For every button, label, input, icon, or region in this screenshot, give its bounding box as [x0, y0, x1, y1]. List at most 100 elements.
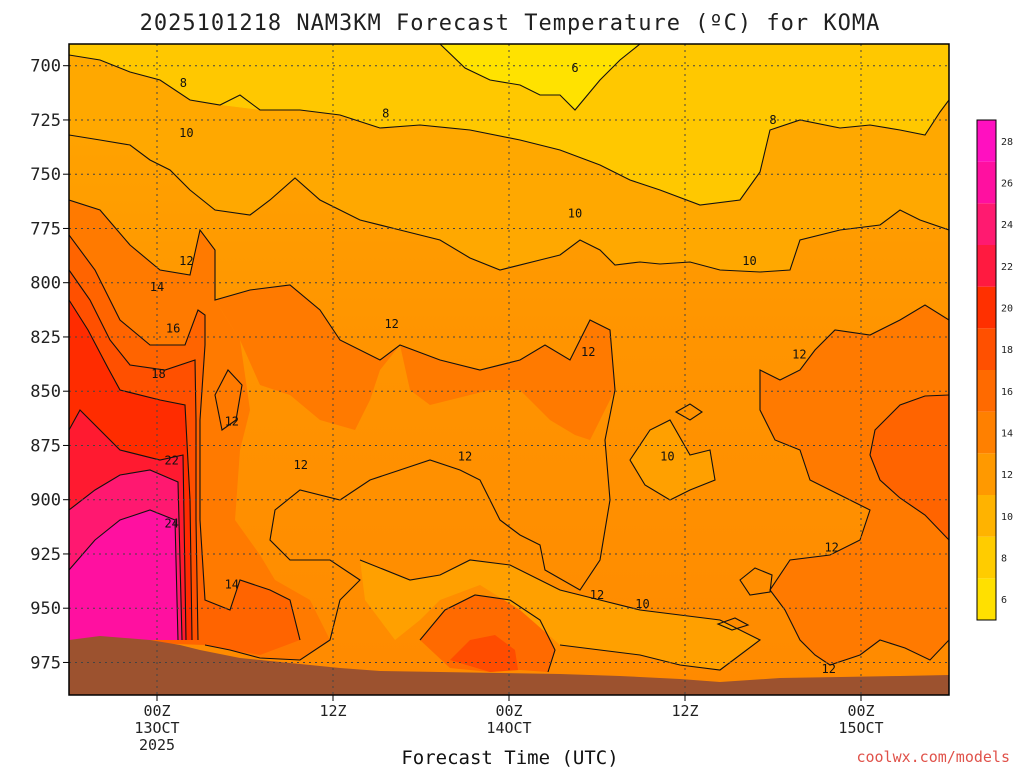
- x-tick-label-3-0: 12Z: [671, 702, 698, 720]
- colorbar-label-6: 6: [1001, 595, 1007, 606]
- y-tick-label-975: 975: [30, 653, 61, 673]
- x-tick-label-1-0: 12Z: [319, 702, 346, 720]
- band-12-to-14-region: [215, 285, 400, 430]
- isotherm-20: [69, 409, 187, 641]
- band-lt-6-region: [440, 44, 640, 110]
- colorbar-segment-24: [977, 203, 996, 245]
- isotherm-14-lower: [419, 594, 556, 673]
- isotherm-label-22: 10: [660, 449, 674, 463]
- isotherm-16: [69, 269, 199, 641]
- colorbar-segment-8: [977, 536, 996, 579]
- x-tick-label-4-0: 00Z: [847, 702, 874, 720]
- colorbar-segment-12: [977, 453, 996, 495]
- colorbar-label-28: 28: [1001, 137, 1013, 148]
- colorbar-segment-28: [977, 120, 996, 162]
- isotherm-label-0: 8: [180, 76, 187, 90]
- isotherm-label-1: 6: [571, 61, 578, 75]
- y-tick-label-900: 900: [30, 491, 61, 511]
- time-gridlines: [156, 44, 862, 695]
- isotherm-8: [69, 54, 949, 206]
- isotherm-label-21: 12: [822, 662, 836, 676]
- isotherm-label-17: 12: [294, 458, 308, 472]
- colorbar-label-14: 14: [1001, 429, 1013, 440]
- band-12-to-14-region-right: [760, 305, 949, 665]
- isotherm-24: [69, 509, 179, 641]
- colorbar-label-22: 22: [1001, 262, 1013, 273]
- isotherm-label-6: 10: [742, 254, 756, 268]
- colorbar: 6 8 10 12 14 16 18 20 22 24 26 28: [976, 119, 1013, 621]
- isotherm-12: [69, 199, 616, 661]
- isotherm-label-16: 12: [792, 347, 806, 361]
- isotherm-label-18: 12: [458, 449, 472, 463]
- colorbar-segment-22: [977, 245, 996, 287]
- chart-title: 2025101218 NAM3KM Forecast Temperature (…: [140, 11, 881, 36]
- y-tick-label-800: 800: [30, 274, 61, 294]
- isotherm-14-left: [69, 234, 301, 641]
- isotherm-label-24: 14: [225, 577, 239, 591]
- isotherm-12-right: [759, 304, 949, 666]
- isotherm-label-19: 12: [590, 588, 604, 602]
- band-12-to-14-region-center: [400, 320, 615, 440]
- y-tick-label-925: 925: [30, 545, 61, 565]
- isotherm-12-island: [214, 369, 243, 431]
- band-6-to-8-region: [69, 44, 949, 205]
- colorbar-segment-16: [977, 370, 996, 412]
- band-14-to-16-region-lower: [420, 595, 555, 672]
- colorbar-segment-26: [977, 161, 996, 204]
- y-tick-label-725: 725: [30, 111, 61, 131]
- y-tick-label-750: 750: [30, 165, 61, 185]
- colorbar-label-18: 18: [1001, 345, 1013, 356]
- isotherm-6: [439, 44, 641, 111]
- isotherm-label-7: 12: [179, 254, 193, 268]
- y-tick-label-950: 950: [30, 599, 61, 619]
- isotherm-label-9: 16: [166, 321, 180, 335]
- band-10-to-12-region-lower: [360, 560, 760, 670]
- colorbar-label-20: 20: [1001, 304, 1013, 315]
- isotherm-18: [69, 299, 193, 641]
- isotherm-14-right: [869, 394, 949, 541]
- x-tick-label-4-1: 15OCT: [838, 719, 883, 737]
- y-tick-label-775: 775: [30, 219, 61, 239]
- pressure-gridlines: [69, 65, 949, 663]
- isotherm-lines: [69, 44, 949, 673]
- credit-text[interactable]: coolwx.com/models: [856, 748, 1010, 766]
- y-axis-ticks: 700 725 750 775 800 825 850 875 900 925 950 975: [30, 57, 69, 673]
- colorbar-segment-18: [977, 328, 996, 370]
- x-tick-label-0-2: 2025: [139, 736, 175, 754]
- colorbar-segment-14: [977, 411, 996, 454]
- colorbar-segment-6: [977, 578, 996, 620]
- isotherm-label-12: 24: [164, 517, 178, 531]
- isotherm-label-3: 8: [769, 113, 776, 127]
- y-tick-label-875: 875: [30, 436, 61, 456]
- colorbar-label-8: 8: [1001, 554, 1007, 565]
- isotherm-10: [69, 134, 949, 273]
- isotherm-10-small-island: [716, 617, 750, 631]
- isotherm-10-lower: [359, 559, 762, 671]
- y-tick-label-850: 850: [30, 382, 61, 402]
- band-10-to-12-region-mid: [630, 420, 715, 500]
- colorbar-label-16: 16: [1001, 387, 1013, 398]
- isotherm-label-14: 12: [384, 317, 398, 331]
- colorbar-label-12: 12: [1001, 470, 1013, 481]
- x-axis-label: Forecast Time (UTC): [401, 747, 618, 768]
- colorbar-frame: [976, 119, 997, 621]
- x-tick-label-2-1: 14OCT: [486, 719, 531, 737]
- isotherm-label-23: 10: [635, 597, 649, 611]
- colorbar-label-26: 26: [1001, 179, 1013, 190]
- isotherm-12-mid-island: [739, 567, 773, 596]
- isotherm-labels: 8 6 8 8 10 10 10 12 14 16 18 22 24 12 12 12 12 12 12 12 12 12…: [150, 61, 839, 676]
- terrain-ground: [69, 636, 949, 695]
- colorbar-segment-20: [977, 286, 996, 329]
- isotherm-22: [69, 469, 183, 641]
- x-tick-label-0-0: 00Z: [143, 702, 170, 720]
- colorbar-segment-10: [977, 495, 996, 537]
- plot-area: 8 6 8 8 10 10 10 12 14 16 18 22 24 12 12 12 12 12 12 12 12 12…: [69, 44, 949, 695]
- y-tick-label-700: 700: [30, 57, 61, 77]
- colorbar-label-10: 10: [1001, 512, 1013, 523]
- isotherm-label-11: 22: [164, 454, 178, 468]
- colorbar-label-24: 24: [1001, 220, 1013, 231]
- isotherm-label-10: 18: [151, 367, 165, 381]
- isotherm-label-8: 14: [150, 280, 164, 294]
